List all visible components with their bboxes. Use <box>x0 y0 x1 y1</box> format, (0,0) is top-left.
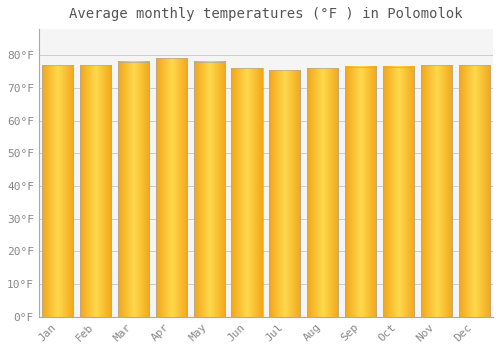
Bar <box>118 62 149 317</box>
Bar <box>458 65 490 317</box>
Bar <box>42 65 74 317</box>
Bar <box>80 65 111 317</box>
Bar <box>270 70 300 317</box>
Bar <box>307 68 338 317</box>
Title: Average monthly temperatures (°F ) in Polomolok: Average monthly temperatures (°F ) in Po… <box>69 7 462 21</box>
Bar <box>156 58 187 317</box>
Bar <box>232 68 262 317</box>
Bar <box>345 66 376 317</box>
Bar <box>383 66 414 317</box>
Bar <box>194 62 224 317</box>
Bar <box>421 65 452 317</box>
